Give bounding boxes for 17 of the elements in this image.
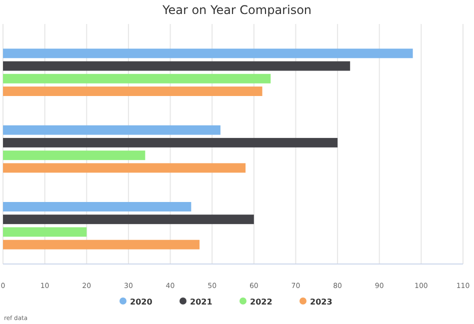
bar	[3, 214, 254, 224]
bar	[3, 48, 413, 58]
legend-label: 2021	[190, 298, 213, 306]
bar	[3, 138, 338, 148]
bar	[3, 150, 146, 160]
bar	[3, 74, 271, 84]
chart-title: Year on Year Comparison	[161, 3, 312, 17]
legend-label: 2023	[310, 298, 332, 306]
legend-label: 2020	[130, 298, 153, 306]
bar	[3, 61, 350, 71]
bar	[3, 125, 220, 135]
bar	[3, 227, 87, 237]
bar	[3, 202, 192, 212]
bar	[3, 86, 262, 96]
bar	[3, 240, 200, 250]
bar	[3, 163, 246, 173]
legend-label: 2022	[250, 298, 272, 306]
